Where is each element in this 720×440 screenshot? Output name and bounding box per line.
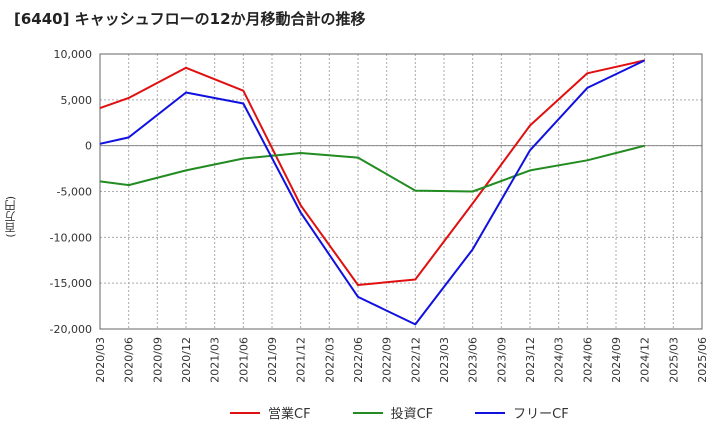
x-tick-label: 2024/12 xyxy=(639,337,652,383)
y-tick-label: 10,000 xyxy=(54,48,93,61)
x-tick-label: 2023/12 xyxy=(524,337,537,383)
legend-label-investing-cf: 投資CF xyxy=(390,407,434,422)
x-tick-label: 2020/06 xyxy=(123,337,136,383)
legend-item-investing-cf: 投資CF xyxy=(352,403,434,422)
legend-swatch-operating-cf xyxy=(230,411,260,414)
legend-label-free-cf: フリーCF xyxy=(513,407,569,422)
plot-frame xyxy=(99,53,703,330)
legend-label-operating-cf: 営業CF xyxy=(268,407,311,422)
legend-swatch-investing-cf xyxy=(352,411,383,414)
legend-item-operating-cf: 営業CF xyxy=(230,403,311,422)
x-tick-label: 2025/03 xyxy=(667,337,680,383)
chart-title: [6440] キャッシュフローの12か月移動合計の推移 xyxy=(14,10,366,28)
series-line-investing-cf xyxy=(99,144,645,193)
x-tick-label: 2023/03 xyxy=(438,337,451,383)
x-tick-label: 2021/12 xyxy=(295,337,308,383)
x-tick-label: 2025/06 xyxy=(696,337,709,383)
legend: 営業CF 投資CF フリーCF xyxy=(230,403,611,422)
y-tick-label: -15,000 xyxy=(50,277,92,290)
y-tick-label: -5,000 xyxy=(57,186,92,199)
legend-item-free-cf: フリーCF xyxy=(475,403,569,422)
series-line-operating-cf xyxy=(99,59,645,286)
y-tick-label: 5,000 xyxy=(61,94,93,107)
x-tick-label: 2024/09 xyxy=(610,337,623,383)
legend-swatch-free-cf xyxy=(475,411,506,414)
y-tick-label: 0 xyxy=(85,140,92,153)
series-line-free-cf xyxy=(99,59,646,326)
x-tick-label: 2020/12 xyxy=(180,337,193,383)
y-tick-label: -20,000 xyxy=(50,323,92,336)
y-tick-label: -10,000 xyxy=(50,231,92,244)
x-tick-label: 2022/12 xyxy=(409,337,422,383)
x-tick-label: 2020/09 xyxy=(151,337,164,383)
x-tick-label: 2022/03 xyxy=(323,337,336,383)
x-tick-label: 2020/03 xyxy=(94,337,107,383)
x-tick-label: 2021/03 xyxy=(209,337,222,383)
x-tick-label: 2021/06 xyxy=(237,337,250,383)
x-tick-label: 2023/06 xyxy=(467,337,480,383)
x-tick-label: 2024/03 xyxy=(553,337,566,383)
x-tick-label: 2022/06 xyxy=(352,337,365,383)
x-tick-label: 2021/09 xyxy=(266,337,279,383)
x-tick-label: 2023/09 xyxy=(495,337,508,383)
x-tick-label: 2022/09 xyxy=(381,337,394,383)
x-tick-label: 2024/06 xyxy=(581,337,594,383)
